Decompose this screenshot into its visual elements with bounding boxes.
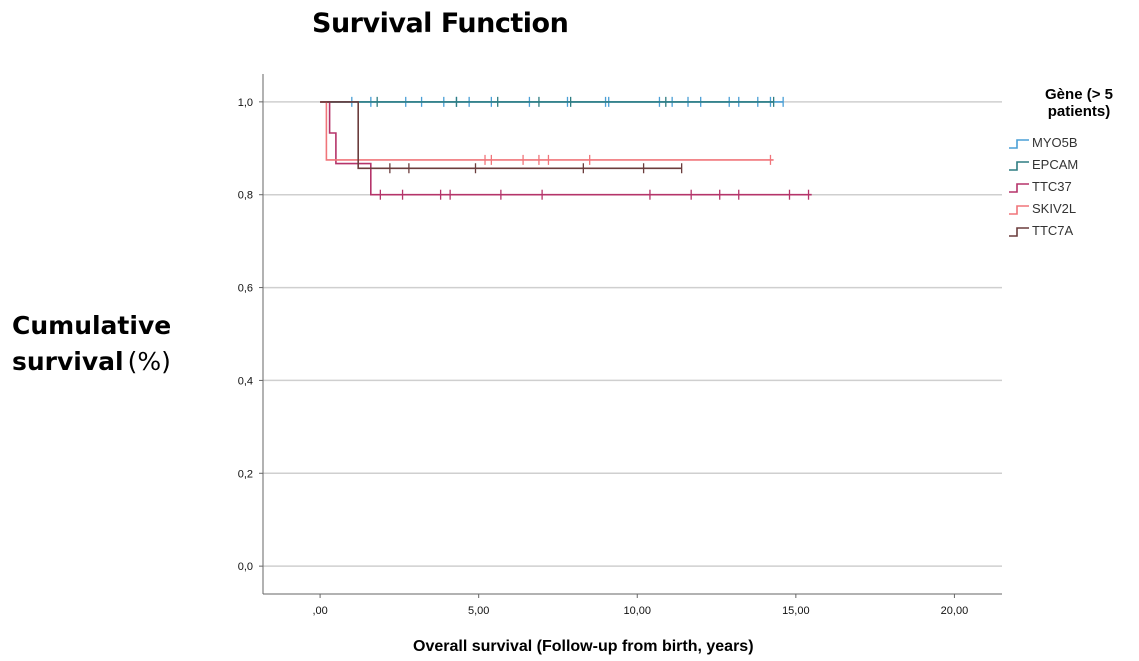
legend-label: TTC37 (1032, 179, 1072, 194)
y-tick-label: 0,4 (238, 375, 253, 387)
x-tick-label: 10,00 (623, 605, 651, 617)
legend-label: TTC7A (1032, 223, 1074, 238)
survival-curve-ttc37 (320, 101, 812, 196)
x-tick-label: 15,00 (782, 605, 810, 617)
legend-swatch (1009, 227, 1029, 237)
y-axis-title-line1: Cumulative (12, 311, 172, 340)
survival-curve-ttc7a (320, 101, 682, 170)
y-tick-label: 1,0 (238, 97, 253, 109)
y-axis-title-word: survival (12, 347, 124, 376)
y-tick-label: 0,8 (238, 190, 253, 202)
x-tick-label: ,00 (312, 605, 327, 617)
y-tick-label: 0,0 (238, 561, 253, 573)
legend-swatch (1009, 205, 1029, 215)
y-axis-title: Cumulative survival (%) (12, 308, 171, 380)
chart-title: Survival Function (312, 8, 569, 39)
x-tick-label: 5,00 (468, 605, 489, 617)
y-tick-label: 0,6 (238, 283, 253, 295)
y-axis-unit: (%) (127, 347, 171, 376)
legend-swatch (1009, 161, 1029, 171)
legend-label: EPCAM (1032, 157, 1079, 172)
x-tick-label: 20,00 (941, 605, 969, 617)
x-axis-title: Overall survival (Follow-up from birth, … (413, 638, 754, 655)
legend-title: Gène (> 5 patients) (1045, 86, 1113, 120)
legend-swatch (1009, 183, 1029, 193)
y-tick-label: 0,2 (238, 468, 253, 480)
legend-swatch (1009, 139, 1029, 149)
legend-label: MYO5B (1032, 135, 1078, 150)
y-axis-title-line2: survival (%) (12, 344, 171, 380)
legend-label: SKIV2L (1032, 201, 1077, 216)
survival-curve-skiv2l (320, 101, 774, 161)
